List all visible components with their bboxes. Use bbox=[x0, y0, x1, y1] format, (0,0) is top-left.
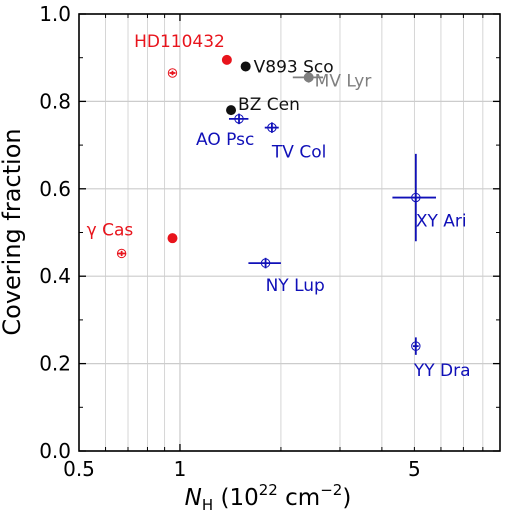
y-tick-label: 0.6 bbox=[39, 177, 71, 201]
point-label: MV Lyr bbox=[315, 71, 372, 91]
data-point-filled bbox=[240, 61, 251, 72]
x-axis-label-sub: H bbox=[202, 496, 213, 514]
point-label: γ Cas bbox=[87, 220, 134, 240]
point-label: TV Col bbox=[271, 143, 326, 163]
x-axis-label-n: N bbox=[185, 485, 202, 511]
point-label: HD110432 bbox=[134, 32, 225, 52]
data-points bbox=[116, 54, 437, 355]
x-axis-label-cm-exp: −2 bbox=[320, 481, 342, 499]
x-tick-label: 1 bbox=[174, 457, 187, 481]
plot-frame bbox=[78, 13, 501, 452]
data-point-filled bbox=[167, 233, 178, 244]
y-tick-label: 0.2 bbox=[39, 352, 71, 376]
grid-lines bbox=[78, 13, 501, 452]
x-axis-label: NH (1022 cm−2) bbox=[185, 481, 352, 514]
point-label: XY Ari bbox=[416, 212, 467, 232]
data-point-open bbox=[260, 258, 271, 268]
point-label: BZ Cen bbox=[238, 95, 300, 115]
axis-ticks: 0.5 1 5 0.0 0.2 0.4 0.6 0.8 1.0 bbox=[39, 2, 501, 481]
point-label: AO Psc bbox=[196, 130, 254, 150]
point-label: NY Lup bbox=[266, 276, 325, 296]
x-axis-label-cm: cm bbox=[278, 485, 320, 511]
data-point-open bbox=[267, 122, 277, 133]
point-labels: HD110432 γ Cas V893 Sco BZ Cen MV Lyr AO Psc T… bbox=[87, 32, 471, 381]
x-axis-label-exp: 22 bbox=[259, 481, 278, 499]
data-point-filled bbox=[221, 54, 232, 65]
x-tick-label: 0.5 bbox=[63, 457, 95, 481]
point-label: V893 Sco bbox=[254, 57, 334, 77]
data-point-open bbox=[116, 248, 127, 259]
x-axis-label-unit: (10 bbox=[220, 485, 258, 511]
x-axis-label-close: ) bbox=[342, 485, 351, 511]
x-tick-label: 5 bbox=[408, 457, 421, 481]
data-point-open bbox=[234, 114, 244, 124]
y-tick-label: 0.8 bbox=[39, 89, 71, 113]
data-point-filled bbox=[226, 105, 237, 116]
data-point-open bbox=[167, 68, 178, 78]
y-axis-label: Covering fraction bbox=[0, 128, 26, 335]
data-point-open bbox=[411, 192, 421, 203]
point-label: YY Dra bbox=[413, 361, 471, 381]
y-tick-label: 1.0 bbox=[39, 2, 71, 26]
y-tick-label: 0.4 bbox=[39, 264, 71, 288]
y-tick-label: 0.0 bbox=[39, 439, 71, 463]
data-point-open bbox=[411, 341, 421, 351]
data-point-filled bbox=[303, 72, 314, 83]
